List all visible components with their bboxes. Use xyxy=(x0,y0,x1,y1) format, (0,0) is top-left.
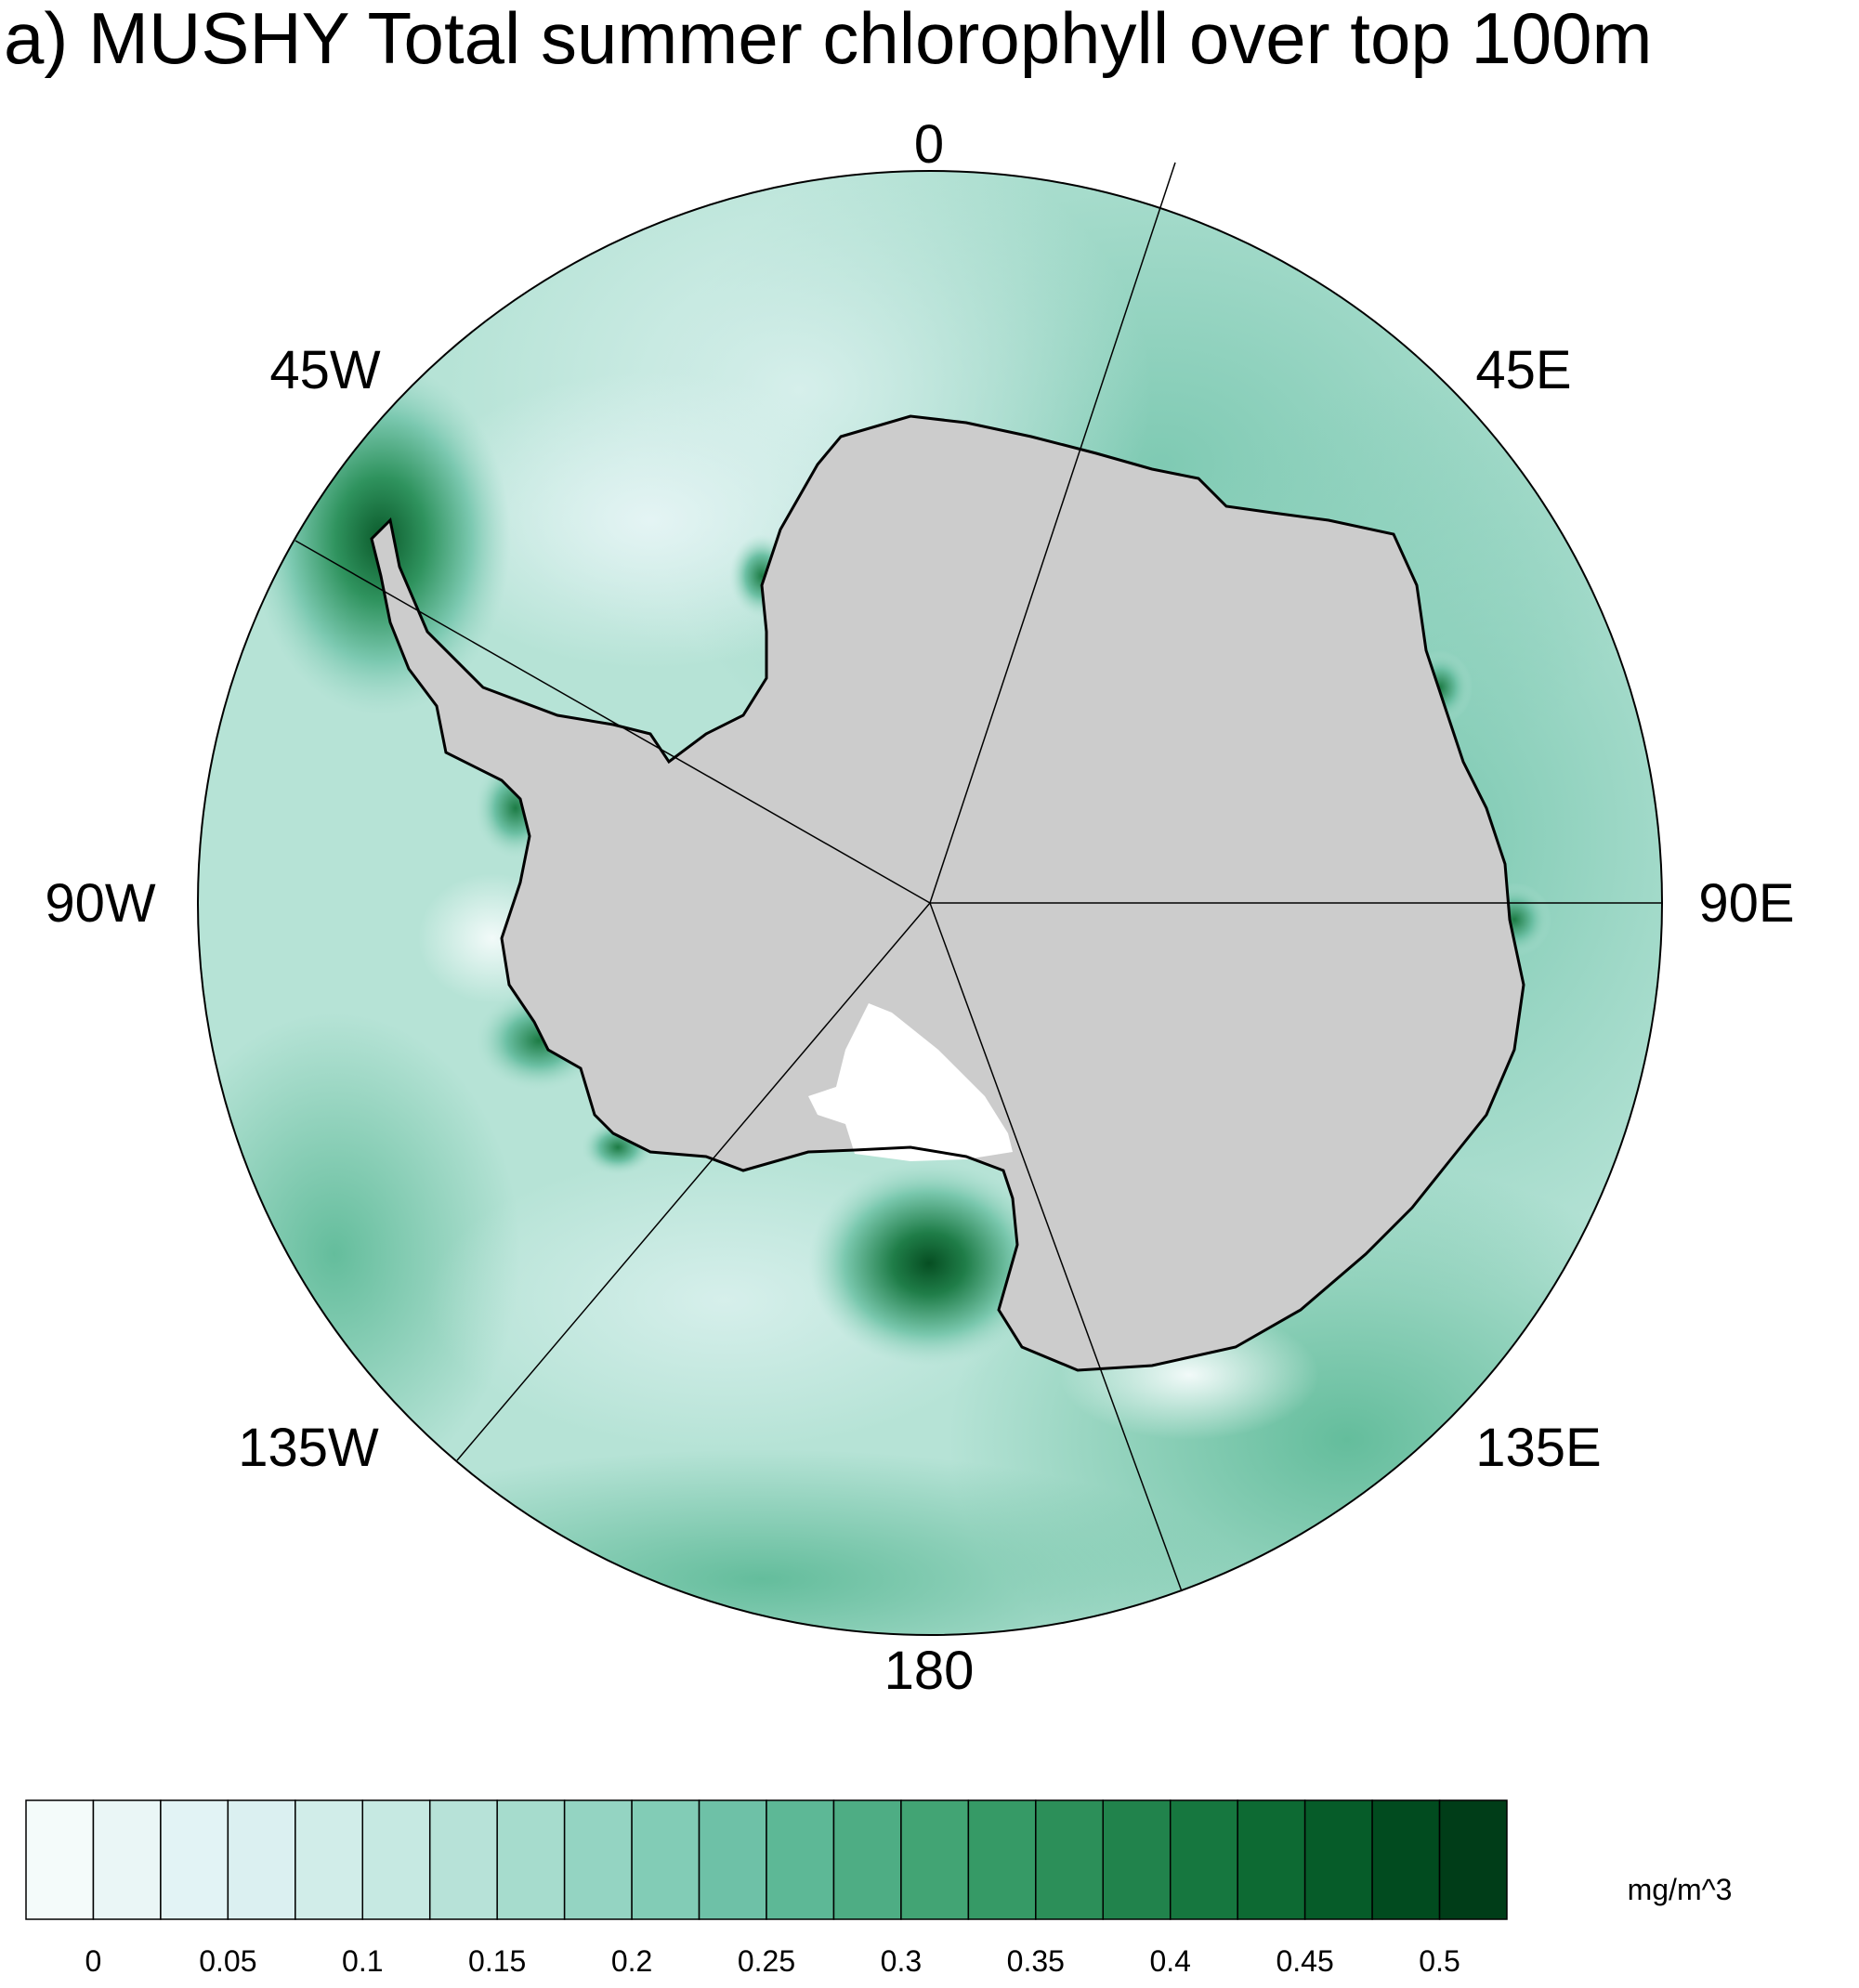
coastline xyxy=(370,414,1525,1372)
meridian-line xyxy=(929,162,1176,904)
lon-label-135w: 135W xyxy=(238,1418,379,1478)
colorbar-swatch xyxy=(1371,1799,1441,1920)
colorbar-swatch xyxy=(967,1799,1037,1920)
colorbar-swatch xyxy=(1303,1799,1373,1920)
colorbar-swatch xyxy=(92,1799,162,1920)
lon-label-180: 180 xyxy=(884,1641,975,1701)
colorbar-tick-label: 0.2 xyxy=(611,1944,652,1978)
colorbar-swatch xyxy=(631,1799,700,1920)
colorbar-swatch xyxy=(563,1799,633,1920)
colorbar-tick-label: 0.15 xyxy=(468,1944,526,1978)
colorbar-tick-label: 0.4 xyxy=(1149,1944,1190,1978)
colorbar-swatch xyxy=(428,1799,498,1920)
colorbar-swatch xyxy=(496,1799,566,1920)
figure-title: a) MUSHY Total summer chlorophyll over t… xyxy=(4,0,1653,79)
colorbar-swatch xyxy=(160,1799,229,1920)
lon-label-45w: 45W xyxy=(269,340,381,400)
colorbar-swatch xyxy=(1169,1799,1238,1920)
colorbar-tick-label: 0.35 xyxy=(1007,1944,1065,1978)
lon-label-90w: 90W xyxy=(45,873,156,934)
colorbar-swatch xyxy=(25,1799,95,1920)
colorbar-swatch xyxy=(1102,1799,1172,1920)
colorbar-tick-label: 0.3 xyxy=(881,1944,922,1978)
colorbar-swatch xyxy=(832,1799,902,1920)
colorbar-swatch xyxy=(766,1799,835,1920)
colorbar-units: mg/m^3 xyxy=(1628,1873,1733,1906)
colorbar-swatch xyxy=(1438,1799,1508,1920)
colorbar: 0 0.05 0.1 0.15 0.2 0.25 0.3 0.35 0.4 0.45 0.5 xyxy=(25,1799,1508,1978)
colorbar-swatch xyxy=(1237,1799,1306,1920)
lon-label-45e: 45E xyxy=(1475,340,1571,400)
lon-label-135e: 135E xyxy=(1475,1418,1601,1478)
colorbar-swatch xyxy=(698,1799,767,1920)
colorbar-swatch xyxy=(361,1799,431,1920)
colorbar-swatch xyxy=(295,1799,364,1920)
meridian-lines xyxy=(295,162,1663,1592)
colorbar-swatch xyxy=(900,1799,970,1920)
antarctica-landmass xyxy=(372,416,1524,1370)
map-border xyxy=(197,170,1663,1636)
colorbar-tick-label: 0.25 xyxy=(738,1944,795,1978)
colorbar-tick-label: 0.45 xyxy=(1276,1944,1333,1978)
colorbar-swatch xyxy=(227,1799,296,1920)
ross-ice-shelf xyxy=(808,1003,1013,1161)
colorbar-tick-label: 0.1 xyxy=(342,1944,383,1978)
colorbar-tick-label: 0.05 xyxy=(199,1944,256,1978)
lon-label-90e: 90E xyxy=(1698,873,1794,934)
colorbar-tick-label: 0 xyxy=(85,1944,102,1978)
lon-label-0: 0 xyxy=(914,114,944,175)
colorbar-swatch xyxy=(1035,1799,1105,1920)
meridian-line xyxy=(929,902,1183,1592)
meridian-line xyxy=(295,540,931,904)
colorbar-tick-label: 0.5 xyxy=(1419,1944,1460,1978)
meridian-line xyxy=(456,902,931,1461)
